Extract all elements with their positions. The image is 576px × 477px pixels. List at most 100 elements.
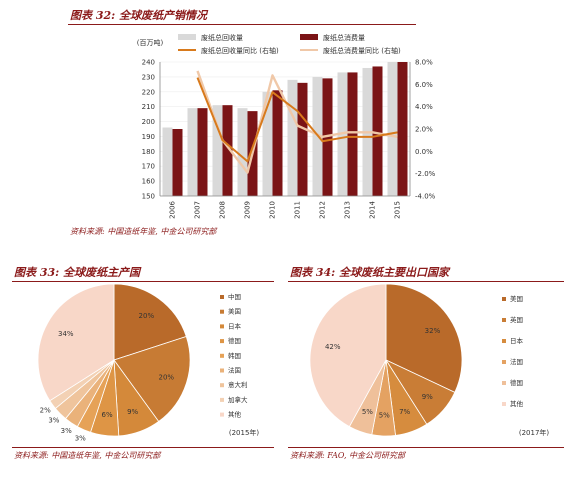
figure-32-title: 图表 32: 全球废纸产销情况 [70,9,208,22]
y-tick-label: 200 [142,118,155,126]
bar-consumed [397,62,408,196]
legend-swatch [220,412,224,417]
y-tick-label: 190 [142,133,155,141]
legend-swatch [502,381,506,385]
bar-recovered [237,108,248,196]
legend-label-consumed-yoy: 废纸总消费量同比 (右轴) [323,46,401,55]
y-tick-label: 230 [142,73,155,81]
y-tick-label: 170 [142,163,155,171]
legend-swatch [220,353,224,358]
pie-data-label: 5% [379,411,390,419]
x-tick-label: 2008 [219,201,227,219]
x-tick-label: 2007 [194,201,202,219]
figure-34-title-rule [288,281,564,282]
y2-tick-label: 8.0% [415,59,433,67]
pie-slices [37,283,191,437]
pie-data-label: 32% [425,327,441,335]
pie-data-label: 2% [40,406,51,414]
bar-recovered [187,108,198,196]
legend-label: 德国 [510,378,523,387]
legend-swatch [502,297,506,301]
pie-slice [113,336,191,423]
figure-32-title-rule [68,24,416,25]
pie-data-label: 7% [399,408,410,416]
pie-data-label: 20% [139,312,155,320]
y-tick-label: 210 [142,103,155,111]
legend-swatch [220,383,224,388]
legend-label-recovered: 废纸总回收量 [201,33,243,42]
legend-swatch [502,402,506,406]
legend-swatch [220,324,224,329]
legend-swatch-recovered [178,34,196,40]
legend-label: 美国 [510,294,523,303]
bar-consumed [172,129,183,196]
legend-label: 日本 [510,336,524,345]
pie-slice [113,283,187,361]
pie-slice [385,283,463,393]
pie-slices [309,283,463,437]
legend-swatch [502,318,506,322]
figure-33-title-rule [12,281,274,282]
bar-recovered [262,91,273,196]
legend-swatch [502,339,506,343]
y2-tick-label: 0.0% [415,148,433,156]
y-tick-label: 240 [142,59,155,67]
legend-label: 意大利 [228,380,248,389]
x-tick-label: 2010 [269,201,277,219]
figure-34-title: 图表 34: 全球废纸主要出口国家 [290,266,450,279]
legend-label-recovered-yoy: 废纸总回收量同比 (右轴) [201,46,279,55]
bar-consumed [197,108,208,196]
figure-32-chart: 150 160 170 180 190 200 210 220 230 240 -4.0% -2.0%… [137,33,436,219]
bar-consumed [222,105,233,196]
legend-swatch [220,295,224,299]
y2-tick-label: -2.0% [415,170,436,178]
bar-consumed [322,78,333,196]
legend-label: 法国 [510,357,523,366]
y2-tick-label: 4.0% [415,103,433,111]
bar-recovered [287,79,298,196]
pie-data-label: 3% [61,427,72,435]
legend-swatch [502,360,506,364]
figure-33-source: 资料来源: 中国造纸年鉴, 中金公司研究部 [14,451,161,460]
legend-label: 其他 [228,410,242,419]
figure-32-legend: 废纸总回收量 废纸总消费量 废纸总回收量同比 (右轴) 废纸总消费量同比 (右轴… [178,33,401,55]
bar-consumed [347,72,358,196]
pie-data-label: 34% [58,330,74,338]
y2-tick-label: 6.0% [415,81,433,89]
pie-data-label: 20% [159,373,175,381]
y-tick-label: 150 [142,193,155,201]
figure-32-source: 资料来源: 中国造纸年鉴, 中金公司研究部 [70,227,217,236]
y-tick-label: 220 [142,88,155,96]
y-tick-label: 160 [142,178,155,186]
legend-label: 德国 [228,336,241,345]
y-tick-label: 180 [142,148,155,156]
legend-swatch-consumed [300,34,318,40]
pie-slice [37,283,115,402]
y2-tick-label: 2.0% [415,126,433,134]
line-recovered-yoy [196,77,398,163]
legend-label: 英国 [510,315,523,324]
axes: 150 160 170 180 190 200 210 220 230 240 -4.0% -2.0%… [142,59,436,219]
lines [196,70,398,174]
y-axis-unit: (百万吨) [137,38,164,47]
legend-label: 韩国 [228,351,241,360]
pie-data-label: 6% [102,411,113,419]
pie-slice [309,283,387,428]
x-tick-label: 2009 [244,201,252,219]
figure-33-title: 图表 33: 全球废纸主产国 [14,266,141,279]
legend-label: 美国 [228,307,241,316]
legend-swatch [220,339,224,344]
bar-consumed [372,66,383,196]
pie-year-label: (2015年) [229,428,260,437]
legend-swatch [220,368,224,373]
x-tick-label: 2015 [394,201,402,219]
legend-swatch [220,309,224,314]
x-tick-label: 2014 [369,200,377,218]
line-consumed-yoy [196,70,398,174]
x-tick-label: 2006 [169,200,177,218]
figure-33-pie-chart: 20%20%9%6%3%3%3%2%34% 中国美国日本德国韩国法国意大利加拿大… [37,283,260,443]
pie-data-label: 42% [325,343,341,351]
